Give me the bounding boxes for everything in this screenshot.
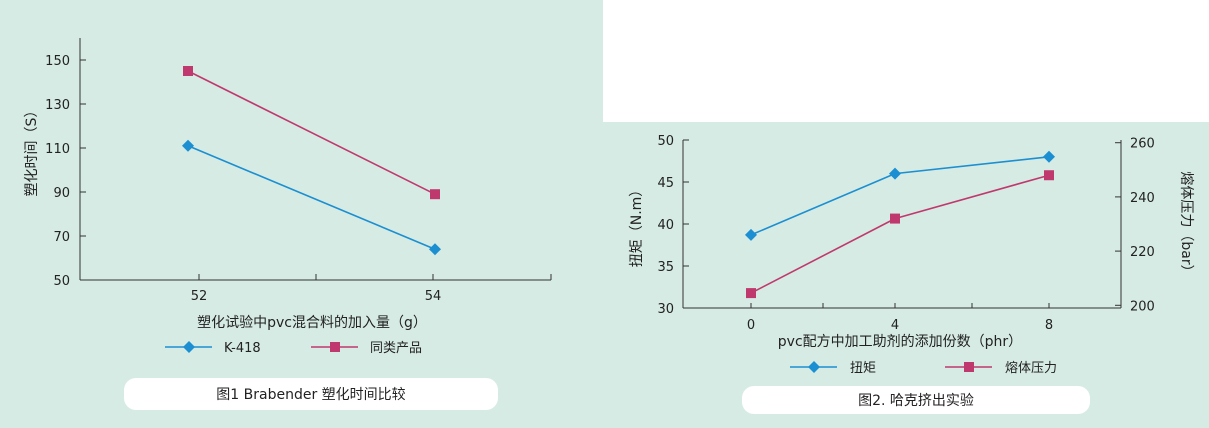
chart-1-series-1-line bbox=[187, 70, 436, 195]
chart-2-x-tick-label: 8 bbox=[1045, 318, 1053, 333]
chart-1-y-tick-label: 130 bbox=[45, 98, 70, 113]
chart-2-series-1-line bbox=[750, 174, 1050, 294]
chart-1-x-tick-label: 52 bbox=[191, 289, 208, 304]
chart-1: 50 70 90 110 130 150 52 54 塑化时间（S） 塑化试验中pvc混合料… bbox=[24, 38, 552, 356]
chart-1-series-0-line bbox=[187, 145, 436, 250]
chart-2-y-tick-label: 30 bbox=[657, 302, 674, 317]
legend-label: K-418 bbox=[224, 341, 261, 356]
legend-marker bbox=[964, 362, 974, 372]
chart-1-y-tick-label: 90 bbox=[53, 186, 70, 201]
chart-2-x-ticks: 0 4 8 bbox=[747, 318, 1053, 333]
legend-marker bbox=[183, 341, 195, 353]
chart-2-y2-tick-label: 260 bbox=[1130, 137, 1155, 152]
chart-2-y2-axis-label: 熔体压力（bar） bbox=[1178, 171, 1194, 278]
chart-1-legend: K-418 同类产品 bbox=[165, 341, 422, 356]
chart-2-y-tick-label: 35 bbox=[657, 260, 674, 275]
chart-2-y-tick-label: 50 bbox=[657, 134, 674, 149]
chart-2-series-0-point bbox=[889, 167, 901, 180]
chart-2-y-tick-label: 40 bbox=[657, 218, 674, 233]
chart-1-axes bbox=[79, 38, 552, 281]
chart-2-y-ticks: 30 35 40 45 50 bbox=[657, 134, 689, 317]
chart-1-series-0-point bbox=[182, 139, 194, 152]
chart-2-series-0-point bbox=[745, 228, 757, 241]
chart-2: 30 35 40 45 50 200 220 240 260 0 4 8 扭矩（N.m） 熔体压力… bbox=[629, 134, 1194, 376]
legend-label: 同类产品 bbox=[370, 341, 422, 356]
chart-2-series bbox=[745, 150, 1055, 299]
chart-1-x-tick-label: 54 bbox=[425, 289, 442, 304]
chart-2-axes bbox=[682, 140, 1122, 309]
chart-2-series-1-point bbox=[746, 288, 756, 299]
legend-label: 熔体压力 bbox=[1005, 361, 1057, 376]
chart-2-x-tick-label: 4 bbox=[891, 318, 899, 333]
chart-2-x-axis-label: pvc配方中加工助剂的添加份数（phr） bbox=[778, 334, 1022, 350]
chart-2-y2-tick-label: 220 bbox=[1130, 245, 1155, 260]
chart-2-series-1-point bbox=[890, 213, 900, 224]
chart-2-y2-tick-label: 200 bbox=[1130, 299, 1155, 314]
chart-2-x-tick-label: 0 bbox=[747, 318, 755, 333]
chart-2-caption: 图2. 哈克挤出实验 bbox=[742, 386, 1090, 414]
white-background-panel bbox=[603, 0, 1209, 122]
chart-1-caption: 图1 Brabender 塑化时间比较 bbox=[124, 378, 498, 410]
chart-2-series-1-point bbox=[1044, 170, 1054, 181]
chart-1-series-1-point bbox=[430, 189, 440, 200]
chart-1-y-tick-label: 70 bbox=[53, 230, 70, 245]
legend-marker bbox=[330, 342, 340, 352]
chart-2-legend: 扭矩 熔体压力 bbox=[790, 361, 1057, 376]
chart-1-y-tick-label: 50 bbox=[53, 274, 70, 289]
chart-1-x-ticks: 52 54 bbox=[191, 289, 442, 304]
chart-2-y2-ticks: 200 220 240 260 bbox=[1115, 137, 1155, 314]
chart-2-series-0-point bbox=[1043, 150, 1055, 163]
chart-1-y-tick-label: 110 bbox=[45, 142, 70, 157]
chart-1-y-axis-label: 塑化时间（S） bbox=[24, 104, 40, 197]
chart-1-y-tick-label: 150 bbox=[45, 54, 70, 69]
chart-2-y2-tick-label: 240 bbox=[1130, 191, 1155, 206]
legend-label: 扭矩 bbox=[850, 361, 876, 376]
legend-marker bbox=[808, 361, 820, 373]
chart-2-y-tick-label: 45 bbox=[657, 176, 674, 191]
chart-1-series bbox=[182, 66, 441, 256]
chart-1-series-0-point bbox=[429, 243, 441, 256]
chart-1-y-ticks: 50 70 90 110 130 150 bbox=[45, 54, 86, 289]
chart-2-y-axis-label: 扭矩（N.m） bbox=[629, 183, 645, 268]
chart-1-x-axis-label: 塑化试验中pvc混合料的加入量（g） bbox=[197, 315, 427, 331]
chart-1-series-1-point bbox=[183, 66, 193, 76]
